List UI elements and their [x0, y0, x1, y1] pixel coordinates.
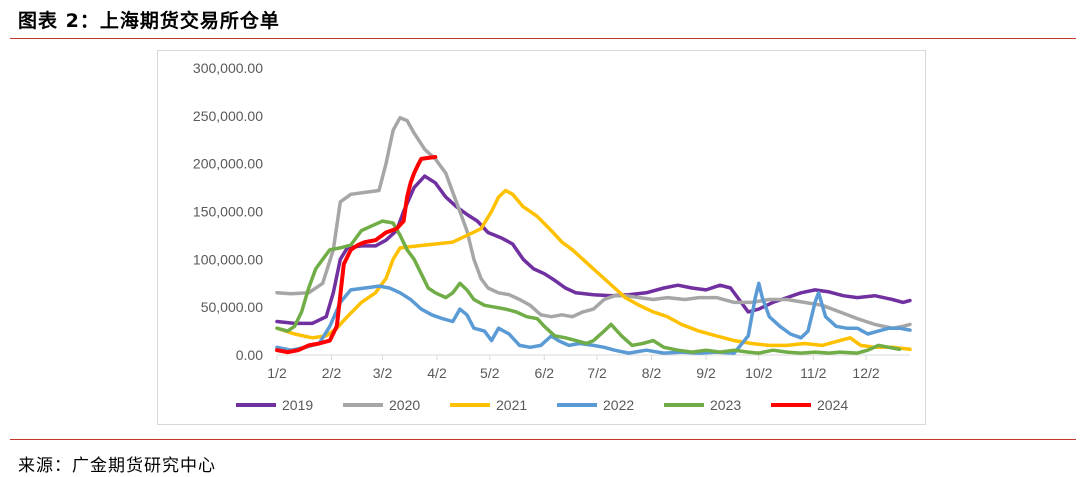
y-tick-label: 250,000.00 [193, 108, 263, 124]
x-axis: 1/2 2/2 3/2 4/2 5/2 6/2 7/2 8/2 9/2 10/2 11/2 12/2 [267, 354, 910, 381]
legend-label-2020: 2020 [389, 397, 420, 413]
x-tick-label: 2/2 [322, 365, 342, 381]
series-line-2020 [275, 115, 912, 330]
plot-series [275, 115, 912, 355]
x-tick-label: 6/2 [535, 365, 555, 381]
x-tick-label: 8/2 [642, 365, 662, 381]
legend-label-2022: 2022 [603, 397, 634, 413]
series-line-2019 [275, 174, 912, 326]
legend-label-2019: 2019 [282, 397, 313, 413]
y-tick-label: 200,000.00 [193, 156, 263, 172]
line-chart: 0.00 50,000.00 100,000.00 150,000.00 200,000… [193, 60, 912, 413]
y-tick-label: 0.00 [236, 347, 263, 363]
x-tick-label: 9/2 [696, 365, 716, 381]
figure-title: 图表 2：上海期货交易所仓单 [18, 10, 280, 32]
chart-frame: 0.00 50,000.00 100,000.00 150,000.00 200,000… [157, 50, 926, 425]
legend-label-2023: 2023 [710, 397, 741, 413]
y-tick-label: 50,000.00 [201, 299, 263, 315]
y-tick-label: 100,000.00 [193, 251, 263, 267]
x-tick-label: 4/2 [427, 365, 447, 381]
x-tick-label: 10/2 [745, 365, 772, 381]
y-tick-label: 150,000.00 [193, 204, 263, 220]
source-rule [10, 439, 1076, 440]
series-line-2023 [275, 219, 902, 355]
series-line-2021 [275, 188, 912, 352]
legend-label-2024: 2024 [817, 397, 848, 413]
x-tick-label: 1/2 [267, 365, 287, 381]
x-tick-label: 12/2 [852, 365, 879, 381]
source-note: 来源：广金期货研究中心 [18, 456, 216, 476]
x-tick-label: 3/2 [373, 365, 393, 381]
y-tick-label: 300,000.00 [193, 60, 263, 76]
y-axis: 0.00 50,000.00 100,000.00 150,000.00 200,000… [193, 60, 263, 363]
x-tick-label: 11/2 [800, 365, 826, 381]
legend: 2019 2020 2021 2022 2023 2024 [236, 397, 848, 413]
series-line-2024 [275, 155, 438, 355]
legend-label-2021: 2021 [496, 397, 527, 413]
x-tick-label: 7/2 [587, 365, 607, 381]
title-rule [10, 38, 1076, 39]
x-tick-label: 5/2 [480, 365, 500, 381]
